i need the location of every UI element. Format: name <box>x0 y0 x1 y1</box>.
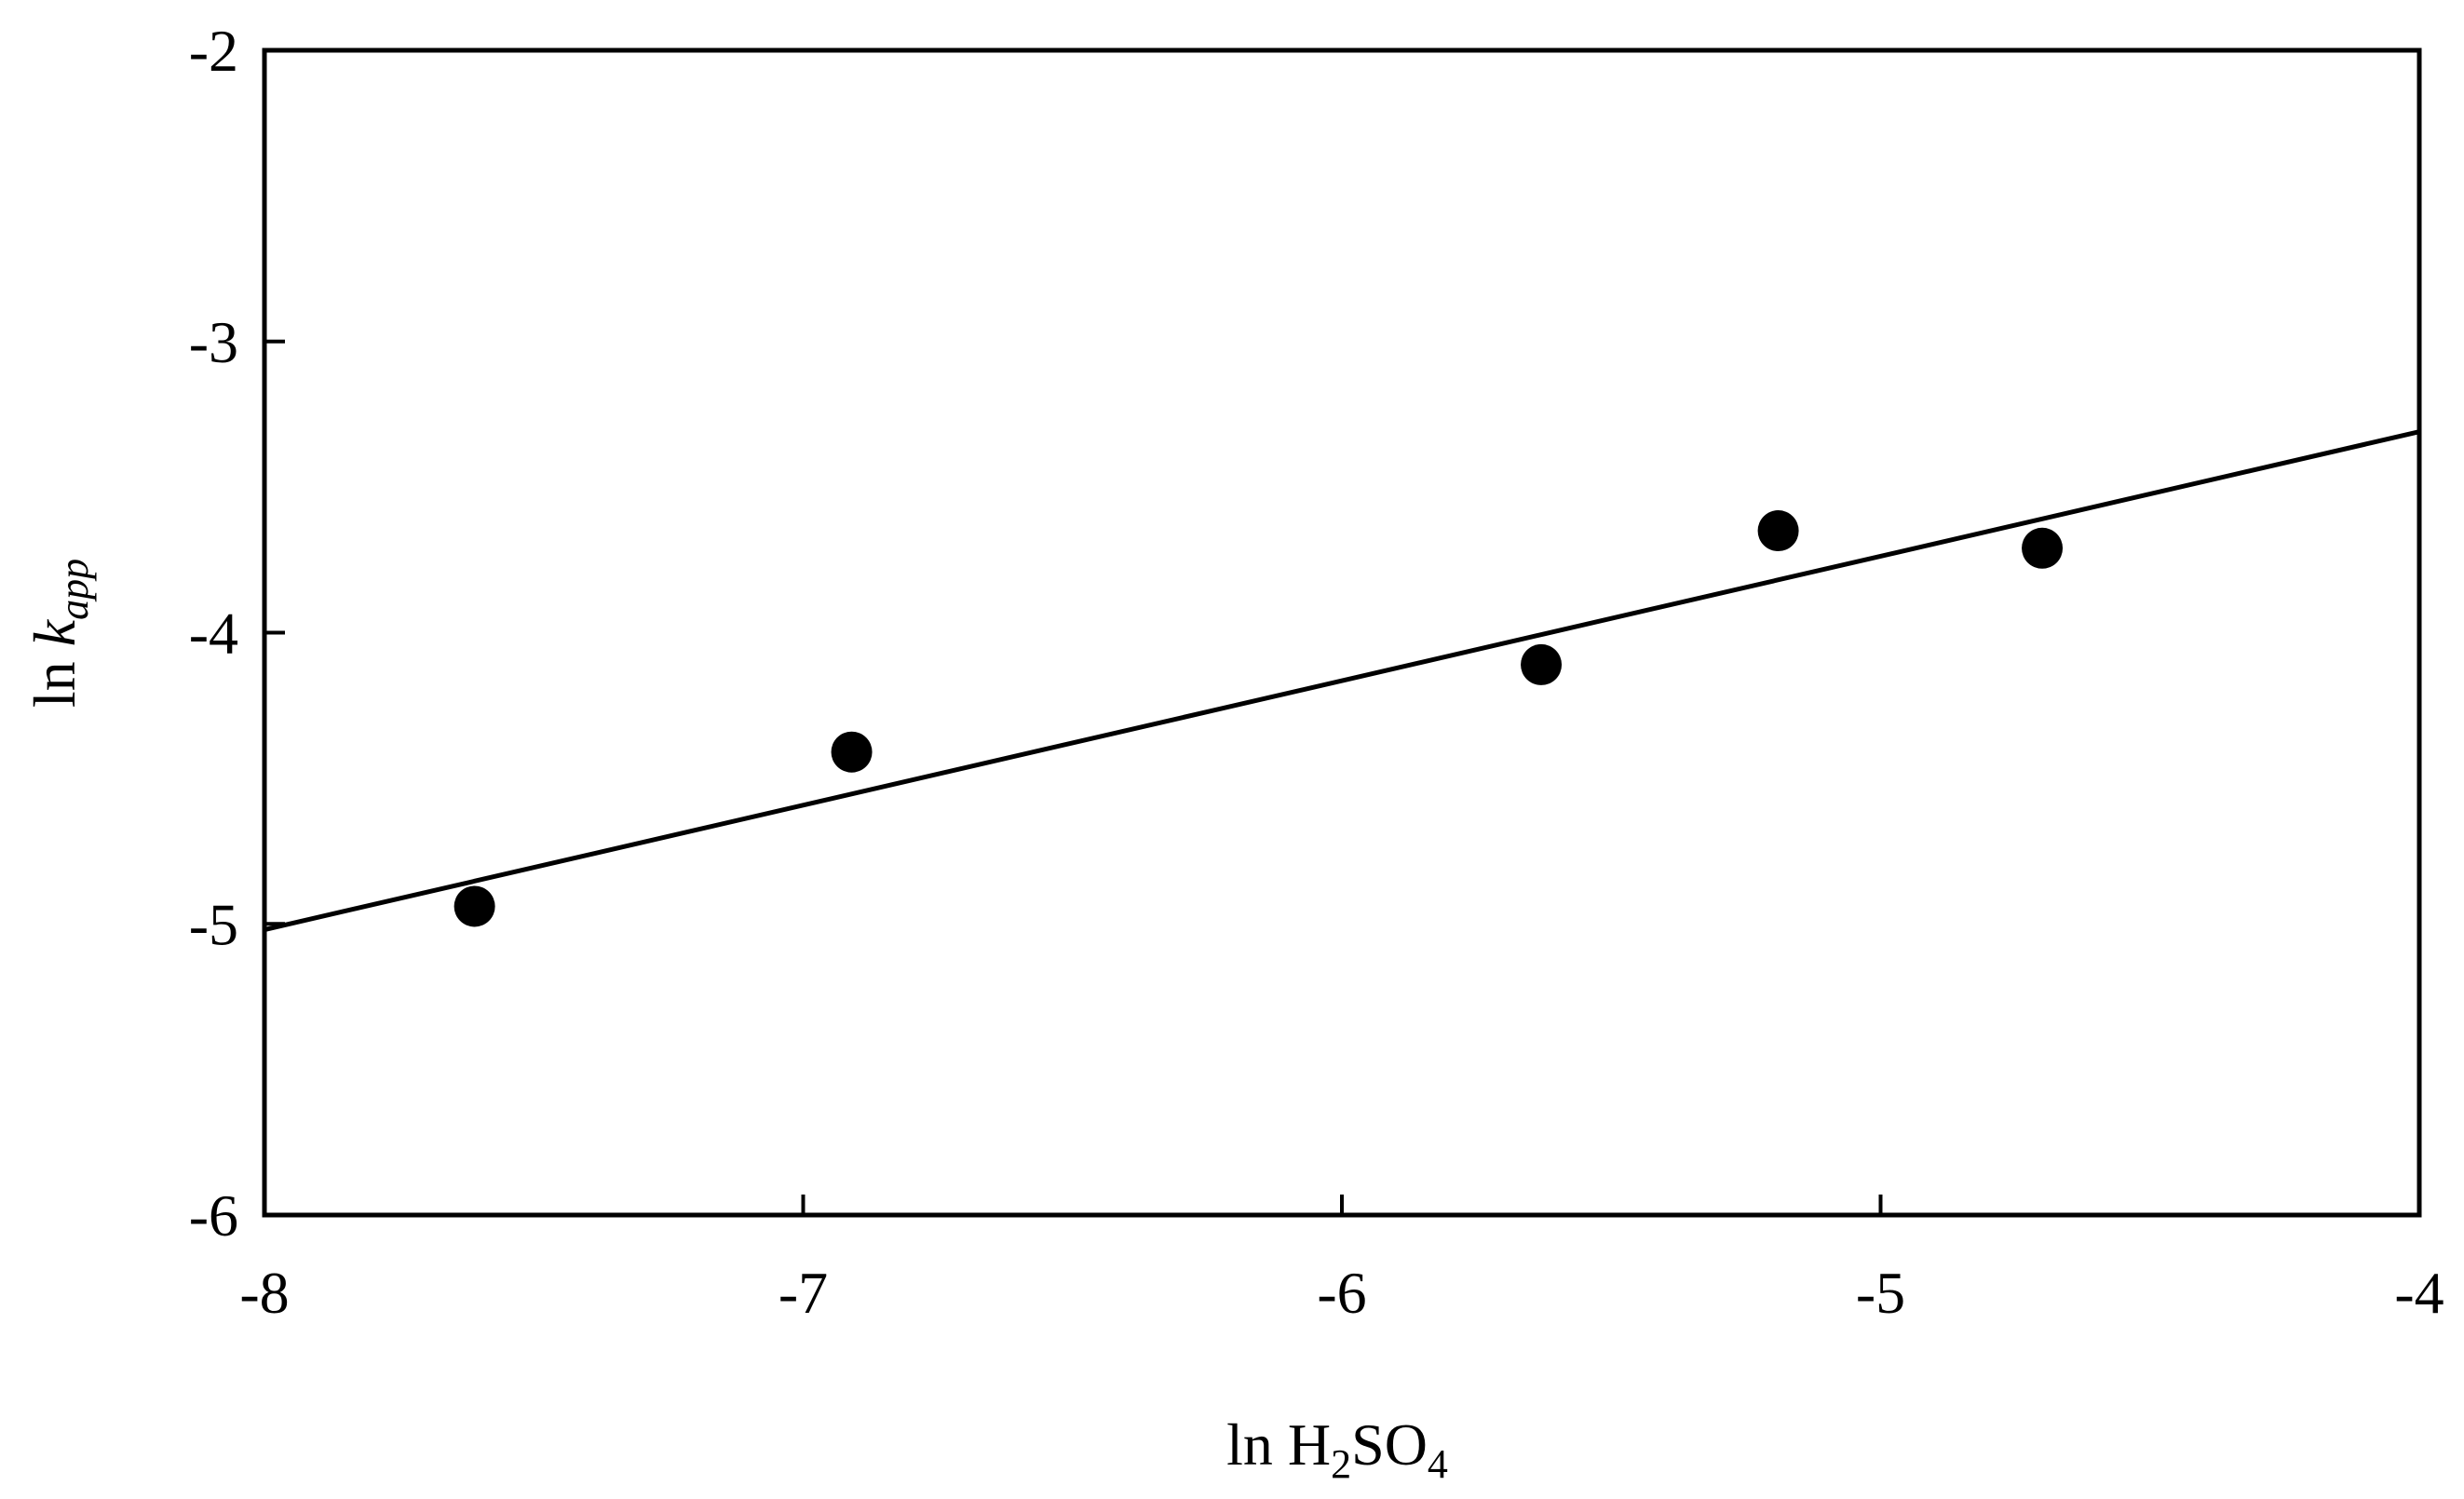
data-point-3 <box>1521 643 1563 685</box>
y-tick-label: -2 <box>189 18 238 84</box>
x-axis-ticks: -8 -7 -6 -5 -4 <box>239 1195 2444 1326</box>
x-tick-label: -4 <box>2394 1260 2444 1326</box>
y-tick-label: -3 <box>189 309 238 375</box>
plot-frame <box>262 47 2422 1218</box>
data-point-4 <box>1757 510 1799 552</box>
y-tick-label: -4 <box>189 601 238 667</box>
y-axis-ticks: -6 -5 -4 -3 -2 <box>189 18 285 1249</box>
y-axis-label: ln kapp <box>21 559 97 708</box>
data-point-1 <box>454 885 495 927</box>
x-tick-label: -7 <box>778 1260 828 1326</box>
plot-marks <box>264 429 2420 932</box>
data-point-2 <box>831 731 873 773</box>
x-tick-label: -6 <box>1317 1260 1366 1326</box>
data-point-5 <box>2022 527 2064 569</box>
y-tick-label: -5 <box>189 891 238 957</box>
x-tick-label: -8 <box>239 1260 289 1326</box>
y-tick-label: -6 <box>189 1182 238 1249</box>
x-axis-label: ln H2SO4 <box>1226 1411 1448 1487</box>
fit-line <box>264 429 2420 932</box>
x-tick-label: -5 <box>1856 1260 1905 1326</box>
